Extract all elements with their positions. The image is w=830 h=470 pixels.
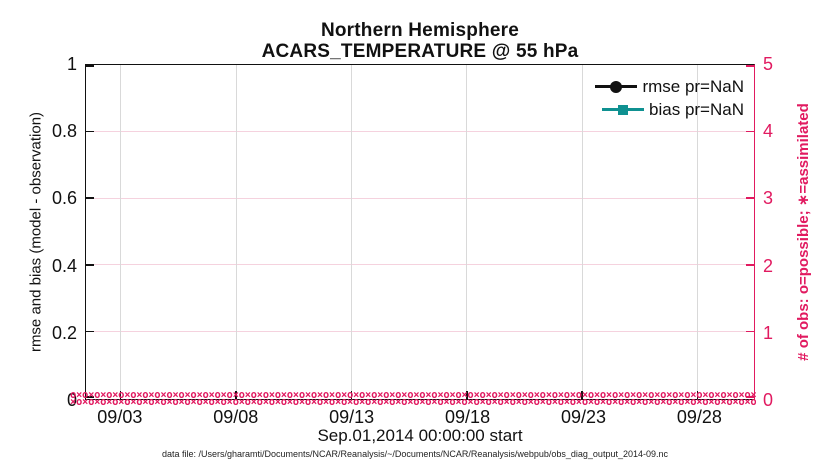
h-gridline <box>86 131 754 133</box>
y-tick-label-left: 1 <box>66 54 77 74</box>
y-tick-label-right: 4 <box>763 121 774 142</box>
v-gridline <box>466 65 468 399</box>
x-tick-label: 09/18 <box>445 407 491 427</box>
y-tick-right <box>746 264 754 266</box>
h-gridline <box>86 330 754 332</box>
legend-item-rmse: rmse pr=NaN <box>595 75 744 98</box>
obs-marker-row: ×o×o×o×o×o×o×o×o×o×o×o×o×o×o×o×o×o×o×o×o… <box>70 396 756 406</box>
y-tick-left <box>86 130 94 133</box>
legend-label-rmse: rmse pr=NaN <box>642 76 744 96</box>
y-tick-right <box>746 330 754 333</box>
y-tick-label-right: 1 <box>763 322 774 343</box>
legend-label-bias: bias pr=NaN <box>649 99 744 119</box>
x-tick <box>235 391 237 399</box>
h-gridline <box>86 197 754 199</box>
y-axis-label-left: rmse and bias (model - observation) <box>27 111 45 353</box>
plot-area: rmse pr=NaN bias pr=NaN o×o×o×o×o×o×o×o×… <box>70 64 756 406</box>
v-gridline <box>120 65 122 399</box>
x-tick-label: 09/03 <box>97 407 143 427</box>
x-tick <box>350 391 353 399</box>
x-tick-label: 09/13 <box>329 407 375 427</box>
y-tick-label-left: 0.6 <box>51 188 77 209</box>
chart-title: Northern Hemisphere ACARS_TEMPERATURE @ … <box>85 20 755 62</box>
title-line-1: Northern Hemisphere <box>320 20 520 41</box>
x-tick <box>466 391 468 399</box>
rmse-line-circle-marker <box>595 80 638 93</box>
y-tick-label-left: 0.8 <box>51 121 77 142</box>
y-tick-right <box>746 396 754 398</box>
y-tick-label-right: 3 <box>763 188 774 209</box>
legend: rmse pr=NaN bias pr=NaN <box>595 75 744 121</box>
title-line-2: ACARS_TEMPERATURE @ 55 hPa <box>261 41 579 62</box>
bias-line-square-marker <box>602 104 645 115</box>
x-tick <box>696 391 699 399</box>
y-tick-left <box>86 65 94 67</box>
obs-marker-band: o×o×o×o×o×o×o×o×o×o×o×o×o×o×o×o×o×o×o×o×… <box>70 392 756 406</box>
y-tick-label-right: 0 <box>763 390 774 410</box>
h-gridline <box>86 264 754 266</box>
x-tick-label: 09/08 <box>213 407 259 427</box>
v-gridline <box>235 65 237 399</box>
y-tick-right <box>746 130 754 133</box>
x-axis-label: Sep.01,2014 00:00:00 start <box>317 426 523 445</box>
y-tick-left <box>86 197 94 199</box>
y-tick-label-left: 0.2 <box>51 322 77 343</box>
y-tick-label-right: 5 <box>763 54 774 74</box>
v-gridline <box>350 65 352 399</box>
v-gridline <box>581 65 583 399</box>
x-tick <box>119 391 122 399</box>
data-file-caption: data file: /Users/gharamti/Documents/NCA… <box>161 449 668 459</box>
x-tick-label: 09/23 <box>560 407 606 427</box>
x-tick-label: 09/28 <box>676 407 722 427</box>
y-tick-label-right: 2 <box>763 255 774 276</box>
y-tick-left <box>86 330 94 333</box>
y-tick-left <box>86 396 94 398</box>
x-tick <box>581 391 583 399</box>
y-tick-left <box>86 264 94 266</box>
legend-item-bias: bias pr=NaN <box>595 98 744 121</box>
y-tick-right <box>746 197 754 199</box>
obs-marker-row: o×o×o×o×o×o×o×o×o×o×o×o×o×o×o×o×o×o×o×o×… <box>70 392 756 401</box>
y-axis-label-right: # of obs: o=possible; ∗=assimilated <box>795 103 812 361</box>
y-tick-right <box>746 65 754 67</box>
v-gridline <box>697 65 699 399</box>
y-tick-label-left: 0.4 <box>51 255 77 276</box>
y-tick-label-left: 0 <box>66 390 77 410</box>
